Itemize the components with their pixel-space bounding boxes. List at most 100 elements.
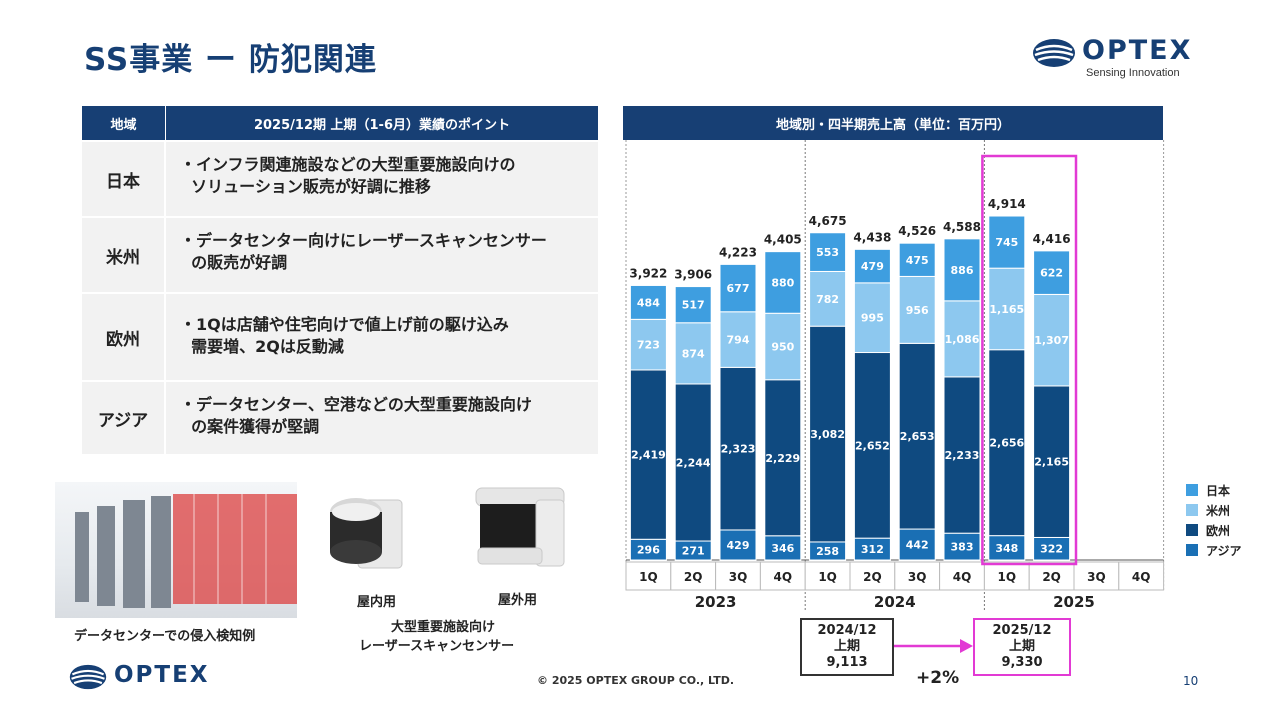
- bar-total-label: 4,416: [1033, 232, 1071, 246]
- quarter-label: 2Q: [1042, 570, 1061, 584]
- quarter-label: 1Q: [639, 570, 658, 584]
- logo-wordmark: OPTEX: [114, 662, 210, 688]
- bar-segment: [943, 238, 981, 302]
- legend-label: 米州: [1206, 503, 1231, 518]
- legend-item: アジア: [1186, 540, 1242, 560]
- bar-total-label: 4,588: [943, 220, 981, 234]
- bar-segment: [943, 532, 981, 561]
- sensor-caption-line2: レーザースキャンセンサー: [359, 639, 515, 654]
- curr-value: 9,330: [1001, 655, 1043, 670]
- bar-segment-label: 2,419: [631, 449, 666, 462]
- point-cell: ・1Qは店舗や住宅向けで値上げ前の駆け込み 需要増、2Qは反動減: [180, 315, 509, 356]
- bar-segment: [898, 275, 936, 344]
- server-rack: [123, 500, 145, 608]
- bar-segment-label: 1,165: [989, 303, 1024, 316]
- quarter-label: 3Q: [908, 570, 927, 584]
- bar-segment: [674, 540, 712, 561]
- quarter-cell: [983, 561, 1030, 591]
- bar-segment: [764, 535, 802, 561]
- bar-segment-label: 2,653: [900, 430, 935, 443]
- bar-total-label: 4,675: [809, 214, 847, 228]
- bar-segment-label: 874: [682, 347, 705, 360]
- bar-segment: [764, 251, 802, 314]
- bar-segment: [988, 267, 1026, 351]
- bar-segment-label: 2,323: [721, 443, 756, 456]
- quarter-label: 1Q: [818, 570, 837, 584]
- optex-logo: OPTEX Sensing Innovation: [1032, 35, 1202, 84]
- table-row: 米州 ・データセンター向けにレーザースキャンセンサー の販売が好調: [82, 216, 598, 292]
- bar-segment: [719, 311, 757, 368]
- bar-total-label: 4,526: [898, 224, 936, 238]
- prev-half-box: 2024/12 上期 9,113: [800, 618, 894, 676]
- bar-segment-label: 296: [637, 544, 660, 557]
- bar-total-label: 4,405: [764, 233, 802, 247]
- bar-total-label: 4,438: [853, 230, 891, 244]
- bar-segment-label: 3,082: [810, 428, 845, 441]
- quarter-cell: [625, 561, 672, 591]
- bar-segment-label: 2,165: [1034, 456, 1069, 469]
- growth-rate: +2%: [916, 668, 960, 688]
- bar-segment: [988, 349, 1026, 537]
- quarter-cell: [1118, 561, 1165, 591]
- quarter-cell: [804, 561, 851, 591]
- bar-total-label: 4,223: [719, 245, 757, 259]
- legend-item: 米州: [1186, 500, 1242, 520]
- legend-item: 日本: [1186, 480, 1242, 500]
- bar-segment-label: 258: [816, 545, 839, 558]
- bar-segment: [898, 342, 936, 530]
- bar-segment: [853, 248, 891, 284]
- quarter-label: 2Q: [863, 570, 882, 584]
- bar-segment: [719, 263, 757, 313]
- server-rack: [151, 496, 171, 608]
- year-label: 2024: [874, 593, 916, 611]
- datacenter-caption: データセンターでの侵入検知例: [74, 629, 256, 644]
- server-rack: [97, 506, 115, 606]
- quarter-cell: [670, 561, 717, 591]
- prev-value: 9,113: [826, 655, 868, 670]
- bar-segment-label: 2,656: [989, 437, 1024, 450]
- bar-segment-label: 484: [637, 296, 660, 309]
- legend-swatch: [1186, 544, 1198, 556]
- bar-segment-label: 322: [1040, 543, 1063, 556]
- region-cell: 日本: [82, 142, 166, 216]
- legend-label: アジア: [1206, 543, 1242, 558]
- bar-segment: [943, 376, 981, 534]
- bar-segment: [898, 242, 936, 277]
- header-region: 地域: [82, 106, 166, 140]
- bar-segment-label: 1,086: [945, 333, 980, 346]
- bar-segment-label: 312: [861, 543, 884, 556]
- bar-total-label: 3,906: [674, 268, 712, 282]
- bar-segment: [809, 270, 847, 327]
- bar-segment-label: 995: [861, 312, 884, 325]
- bar-segment-label: 745: [995, 236, 1018, 249]
- point-cell: ・データセンター向けにレーザースキャンセンサー の販売が好調: [180, 231, 547, 272]
- bar-segment-label: 348: [995, 542, 1018, 555]
- bar-segment-label: 2,229: [765, 452, 800, 465]
- legend-swatch: [1186, 484, 1198, 496]
- quarter-label: 2Q: [684, 570, 703, 584]
- year-label: 2023: [695, 593, 737, 611]
- curr-half: 上期: [1008, 639, 1035, 654]
- bar-segment: [809, 325, 847, 543]
- quarter-label: 4Q: [953, 570, 972, 584]
- quarter-label: 3Q: [729, 570, 748, 584]
- bar-segment: [719, 366, 757, 531]
- bar-segment-label: 794: [727, 334, 750, 347]
- bar-segment-label: 622: [1040, 267, 1063, 280]
- year-label: 2025: [1053, 593, 1095, 611]
- table-row: 欧州 ・1Qは店舗や住宅向けで値上げ前の駆け込み 需要増、2Qは反動減: [82, 292, 598, 380]
- curr-half-box: 2025/12 上期 9,330: [973, 618, 1071, 676]
- quarter-cell: [849, 561, 896, 591]
- bar-total-label: 3,922: [629, 266, 667, 280]
- bar-segment-label: 1,307: [1034, 334, 1069, 347]
- bar-segment: [1033, 250, 1071, 295]
- quarter-label: 4Q: [1132, 570, 1151, 584]
- highlight-box: [981, 154, 1078, 566]
- server-rack: [75, 512, 89, 602]
- bar-segment-label: 880: [771, 276, 794, 289]
- bar-segment-label: 2,233: [945, 449, 980, 462]
- indoor-caption: 屋内用: [357, 595, 397, 610]
- region-cell: アジア: [82, 382, 166, 454]
- bar-segment-label: 2,652: [855, 439, 890, 452]
- table-header: 地域 2025/12期 上期（1-6月）業績のポイント: [82, 106, 598, 140]
